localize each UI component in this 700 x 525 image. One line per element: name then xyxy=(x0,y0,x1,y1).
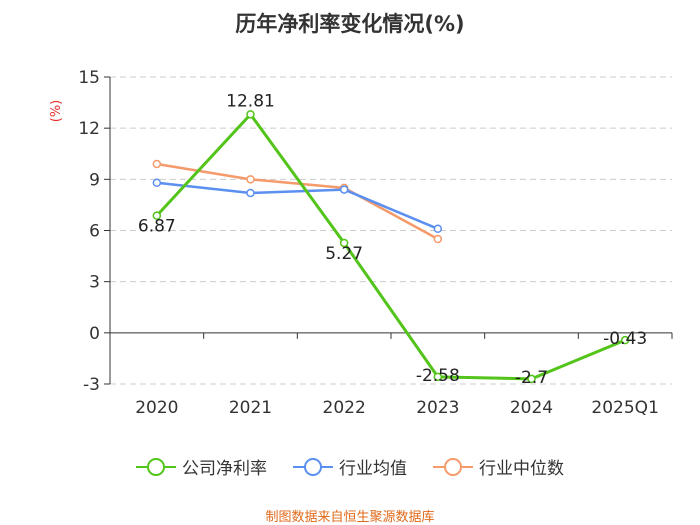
legend-line-icon xyxy=(293,457,333,476)
legend-item-industry-avg[interactable]: 行业均值 xyxy=(293,454,407,479)
x-tick-label: 2023 xyxy=(416,398,459,418)
legend: 公司净利率 行业均值 行业中位数 xyxy=(0,454,700,479)
data-point-industry_median xyxy=(152,159,162,169)
series-line-industry_avg xyxy=(156,181,439,230)
y-tick-label: 15 xyxy=(78,68,100,88)
data-point-industry_median xyxy=(433,234,443,244)
y-tick-label: -3 xyxy=(83,375,100,395)
chart-title: 历年净利率变化情况(%) xyxy=(235,12,465,36)
data-label: -0.43 xyxy=(603,329,647,349)
legend-item-industry-median[interactable]: 行业中位数 xyxy=(433,454,564,479)
legend-line-icon xyxy=(433,457,473,476)
data-point-company xyxy=(527,374,536,384)
legend-label: 行业中位数 xyxy=(479,459,564,479)
data-label: -2.58 xyxy=(416,366,460,386)
data-point-industry_avg xyxy=(152,178,162,187)
x-tick-label: 2020 xyxy=(135,398,178,418)
data-point-company xyxy=(246,110,255,119)
legend-item-company[interactable]: 公司净利率 xyxy=(136,454,267,479)
data-point-industry_avg xyxy=(246,188,255,198)
x-tick-label: 2025Q1 xyxy=(591,398,658,418)
y-tick-label: 0 xyxy=(89,324,100,344)
x-tick-label: 2021 xyxy=(229,398,272,418)
data-label: 6.87 xyxy=(138,217,176,237)
data-label: 5.27 xyxy=(325,244,363,264)
data-point-industry_median xyxy=(246,175,255,184)
data-point-company xyxy=(152,211,162,220)
legend-label: 行业均值 xyxy=(339,459,407,479)
data-label: -2.7 xyxy=(515,368,548,388)
y-tick-label: 9 xyxy=(89,170,100,190)
series-line-company xyxy=(155,112,626,381)
data-point-industry_avg xyxy=(433,224,443,234)
y-axis-label: (%) xyxy=(49,100,64,123)
y-tick-label: 3 xyxy=(89,273,100,293)
legend-line-icon xyxy=(136,457,176,476)
data-point-company xyxy=(339,238,349,248)
data-label: 12.81 xyxy=(226,91,275,111)
data-point-company xyxy=(433,372,443,382)
data-point-company xyxy=(620,335,630,345)
y-tick-label: 12 xyxy=(78,119,100,139)
data-point-industry_avg xyxy=(339,185,349,194)
x-tick-label: 2022 xyxy=(323,398,366,418)
y-tick-label: 6 xyxy=(89,222,100,242)
series-line-industry_median xyxy=(156,162,439,241)
legend-label: 公司净利率 xyxy=(182,459,267,479)
source-note: 制图数据来自恒生聚源数据库 xyxy=(265,510,435,525)
x-tick-label: 2024 xyxy=(510,398,553,418)
